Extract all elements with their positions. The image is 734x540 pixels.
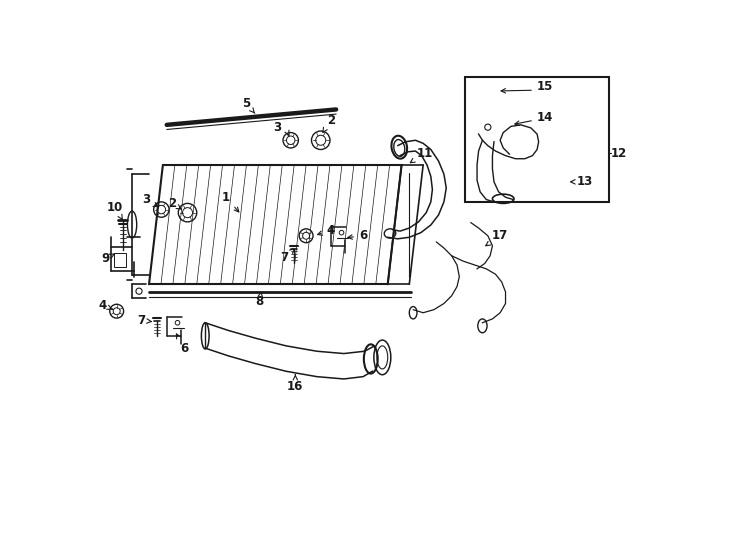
Bar: [115, 253, 126, 267]
Text: 7: 7: [280, 249, 294, 264]
Text: 13: 13: [577, 176, 593, 188]
Text: 6: 6: [176, 334, 189, 355]
Text: 14: 14: [537, 111, 553, 124]
Text: 6: 6: [348, 230, 367, 242]
Text: 15: 15: [537, 80, 553, 93]
Text: 7: 7: [137, 314, 151, 327]
Text: 4: 4: [98, 299, 112, 312]
Text: 10: 10: [107, 201, 123, 219]
Text: 8: 8: [255, 292, 264, 308]
Text: 12: 12: [611, 147, 628, 160]
Text: 3: 3: [273, 122, 281, 134]
Text: 16: 16: [287, 375, 304, 393]
Text: 11: 11: [410, 147, 433, 163]
Text: 9: 9: [101, 252, 115, 265]
Text: 4: 4: [318, 224, 335, 237]
Text: 17: 17: [486, 230, 508, 246]
Bar: [465, 77, 609, 202]
Text: 2: 2: [323, 114, 335, 132]
Text: 1: 1: [222, 191, 239, 212]
Text: 2: 2: [168, 197, 181, 210]
Text: 5: 5: [242, 97, 255, 113]
Text: 3: 3: [142, 193, 158, 207]
